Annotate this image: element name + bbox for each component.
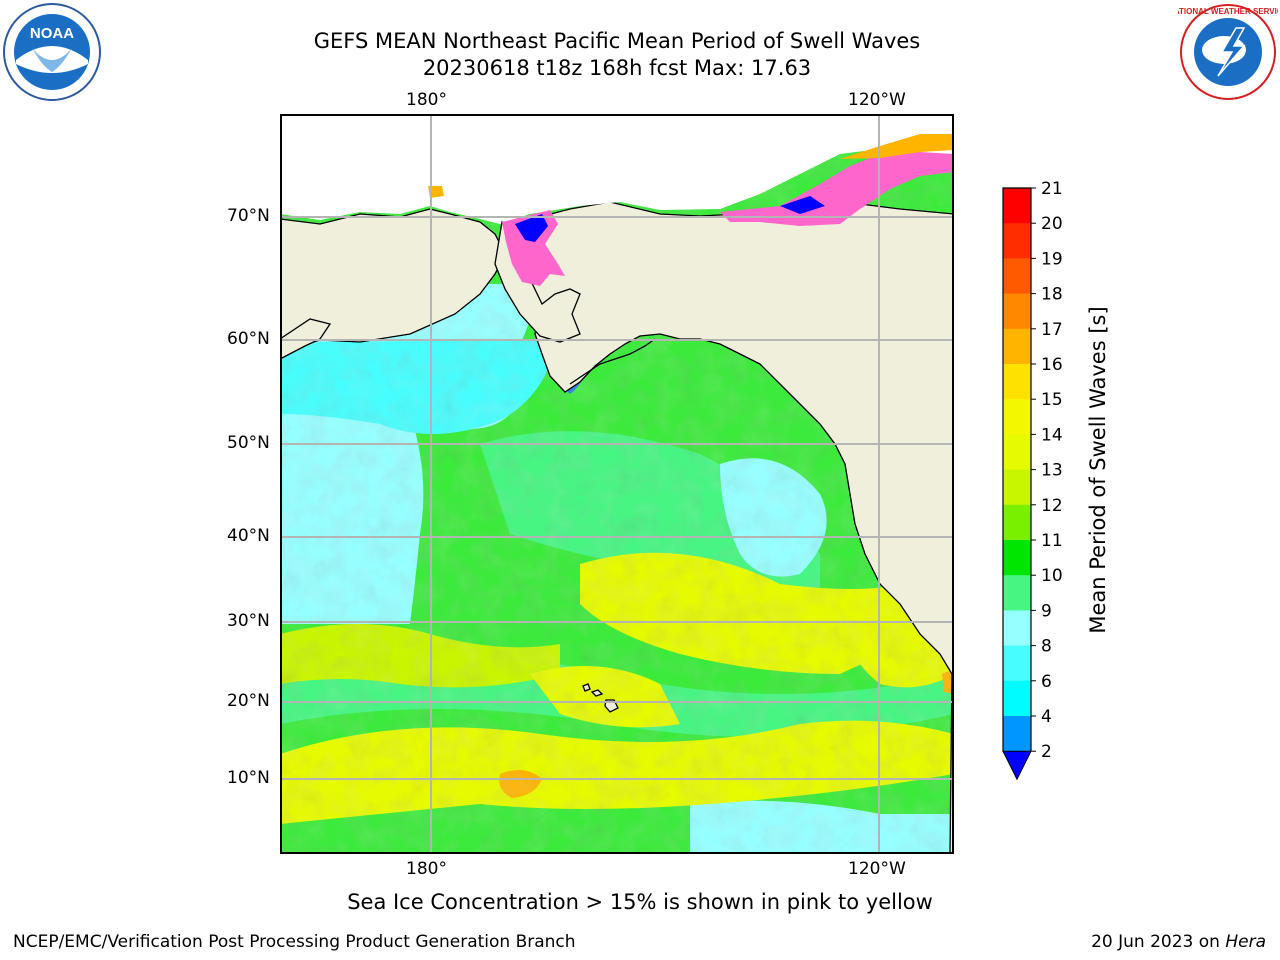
lon-label-top-180: 180°	[406, 90, 447, 110]
colorbar-svg: 21 20 19 18 17 16 15 14 13 12 11 10 9 8 6 4 2	[1002, 179, 1063, 781]
colorbar-tick-label: 21	[1041, 180, 1063, 199]
colorbar-segment	[1003, 364, 1031, 400]
colorbar-tick-label: 6	[1041, 672, 1052, 692]
footer-date: 20 Jun 2023 on Hera	[1091, 932, 1266, 952]
colorbar: 21 20 19 18 17 16 15 14 13 12 11 10 9 8 6 4 2	[995, 179, 1095, 790]
lat-label-70n: 70°N	[227, 206, 270, 226]
swell-period-map	[279, 114, 955, 855]
colorbar-segment	[1003, 188, 1031, 224]
colorbar-segment	[1003, 610, 1031, 647]
colorbar-tick-label: 17	[1041, 320, 1063, 340]
land-hawaii	[582, 683, 619, 713]
colorbar-segment	[1003, 680, 1031, 717]
lat-label-40n: 40°N	[227, 526, 270, 546]
footer-producer: NCEP/EMC/Verification Post Processing Pr…	[13, 932, 576, 952]
land-arctic-top	[280, 114, 954, 224]
colorbar-segment	[1003, 504, 1031, 541]
colorbar-tick-label: 20	[1041, 214, 1063, 234]
footer-date-text: 20 Jun 2023 on	[1091, 932, 1226, 952]
colorbar-tick-label: 15	[1041, 390, 1063, 410]
colorbar-tick-label: 16	[1041, 355, 1063, 375]
sea-ice-chukchi	[502, 210, 565, 286]
sea-ice-beaufort-core	[780, 196, 825, 214]
colorbar-segment	[1003, 716, 1031, 752]
sea-ice-chukchi-core	[515, 214, 548, 242]
noaa-logo-text: NOAA	[30, 25, 74, 42]
colorbar-segment	[1003, 575, 1031, 611]
colorbar-tick-label: 11	[1041, 531, 1063, 551]
colorbar-tick-label: 2	[1041, 742, 1052, 762]
chart-subtitle: 20230618 t18z 168h fcst Max: 17.63	[422, 56, 812, 80]
nws-logo-text: NATIONAL WEATHER SERVICE	[1178, 7, 1278, 16]
colorbar-segment	[1003, 223, 1031, 259]
nws-logo: NATIONAL WEATHER SERVICE	[1168, 2, 1280, 102]
sea-ice-caption: Sea Ice Concentration > 15% is shown in …	[347, 890, 933, 914]
lon-label-bottom-180: 180°	[406, 859, 447, 879]
lon-label-bottom-120w: 120°W	[848, 859, 906, 879]
colorbar-tick-label: 13	[1041, 461, 1063, 481]
colorbar-tick-label: 12	[1041, 496, 1063, 516]
map-frame	[280, 114, 954, 854]
lat-label-20n: 20°N	[227, 691, 270, 711]
colorbar-tick-label: 18	[1041, 285, 1063, 305]
map-grid	[280, 114, 954, 854]
colorbar-segment	[1003, 293, 1031, 330]
lat-label-50n: 50°N	[227, 433, 270, 453]
colorbar-tick-label: 8	[1041, 637, 1052, 657]
lat-label-30n: 30°N	[227, 611, 270, 631]
colorbar-tick-label: 4	[1041, 707, 1052, 727]
colorbar-segment	[1003, 469, 1031, 506]
colorbar-segment	[1003, 399, 1031, 435]
footer-machine: Hera	[1225, 932, 1266, 952]
colorbar-segment	[1003, 434, 1031, 471]
colorbar-segment	[1003, 328, 1031, 365]
land-alaska-peninsula	[569, 338, 656, 385]
sea-ice-beaufort	[720, 152, 954, 226]
map-canvas	[279, 114, 955, 855]
noaa-logo: NOAA	[2, 2, 102, 102]
colorbar-tick-label: 14	[1041, 425, 1063, 445]
chart-title: GEFS MEAN Northeast Pacific Mean Period …	[313, 29, 921, 53]
colorbar-extend-arrow	[1002, 750, 1032, 781]
lon-label-top-120w: 120°W	[848, 90, 906, 110]
lat-label-10n: 10°N	[227, 768, 270, 788]
sea-ice-orange-arctic	[840, 134, 954, 159]
colorbar-tick-label: 19	[1041, 249, 1063, 269]
colorbar-tick-label: 10	[1041, 566, 1063, 586]
colorbar-tick-label: 9	[1041, 601, 1052, 621]
colorbar-segment	[1003, 540, 1031, 576]
colorbar-segment	[1003, 258, 1031, 295]
colorbar-title: Mean Period of Swell Waves [s]	[1086, 306, 1110, 634]
lat-label-60n: 60°N	[227, 329, 270, 349]
colorbar-segment	[1003, 645, 1031, 682]
